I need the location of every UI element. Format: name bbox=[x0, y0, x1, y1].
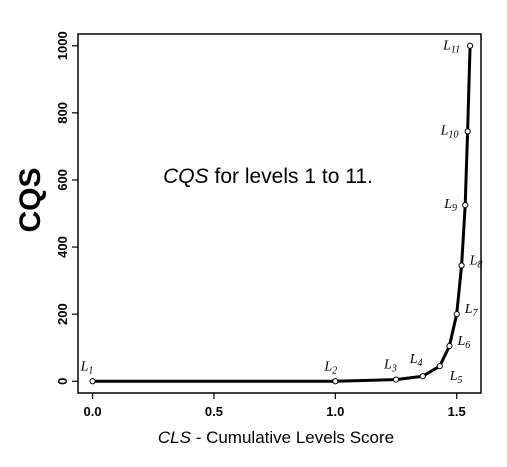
data-point bbox=[446, 342, 453, 350]
point-label: L7 bbox=[464, 302, 479, 319]
data-point bbox=[436, 363, 443, 370]
data-points bbox=[89, 42, 474, 385]
data-point bbox=[89, 378, 96, 385]
x-tick-label: 1.5 bbox=[448, 404, 466, 419]
data-point bbox=[466, 42, 474, 49]
data-point bbox=[462, 202, 469, 209]
x-axis: 0.0 0.5 1.0 1.5 bbox=[84, 393, 466, 419]
x-tick-label: 0.0 bbox=[84, 404, 102, 419]
y-tick-label: 800 bbox=[55, 102, 70, 124]
point-label: L11 bbox=[442, 39, 460, 56]
point-label: L4 bbox=[409, 352, 423, 369]
x-tick-label: 1.0 bbox=[326, 404, 344, 419]
y-tick-label: 0 bbox=[55, 378, 70, 385]
y-axis-title: CQS bbox=[14, 167, 47, 232]
x-tick-label: 0.5 bbox=[205, 404, 223, 419]
data-point bbox=[464, 128, 471, 135]
data-point bbox=[419, 373, 426, 380]
y-tick-label: 200 bbox=[55, 303, 70, 325]
x-axis-title: CLS - Cumulative Levels Score bbox=[158, 428, 394, 447]
y-axis: 0 200 400 600 800 1000 bbox=[55, 31, 78, 385]
data-point bbox=[458, 262, 465, 269]
point-label: L1 bbox=[80, 359, 94, 376]
point-label: L2 bbox=[323, 359, 337, 376]
point-label: L5 bbox=[449, 369, 463, 386]
y-tick-label: 400 bbox=[55, 236, 70, 258]
point-label: L8 bbox=[469, 254, 483, 271]
point-labels: L1 L2 L3 L4 L5 L6 L7 L8 L9 L10 L11 bbox=[80, 39, 483, 386]
data-point bbox=[332, 378, 339, 385]
y-tick-label: 1000 bbox=[55, 31, 70, 60]
point-label: L3 bbox=[383, 358, 397, 375]
chart-annotation: CQS for levels 1 to 11. bbox=[163, 165, 373, 188]
point-label: L9 bbox=[443, 197, 457, 214]
data-point bbox=[453, 311, 460, 318]
point-label: L10 bbox=[440, 123, 459, 140]
plot-frame bbox=[77, 33, 482, 394]
y-tick-label: 600 bbox=[55, 169, 70, 191]
point-label: L6 bbox=[456, 334, 470, 351]
data-point bbox=[392, 376, 400, 383]
